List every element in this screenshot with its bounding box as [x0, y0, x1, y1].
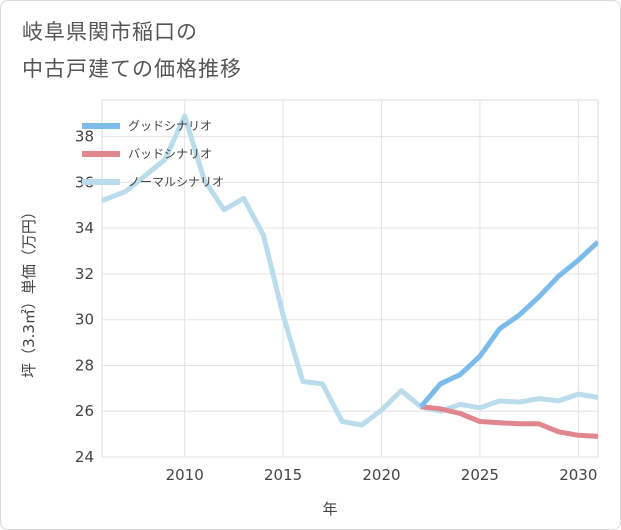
- x-tick-label: 2010: [166, 466, 204, 484]
- chart-title-line-1: 岐阜県関市稲口の: [22, 20, 198, 44]
- x-axis-label: 年: [322, 500, 337, 518]
- y-tick-label: 26: [75, 402, 94, 420]
- x-tick-label: 2025: [461, 466, 499, 484]
- series-line-0: [419, 240, 598, 409]
- grid: [102, 100, 598, 458]
- x-tick-label: 2015: [264, 466, 302, 484]
- y-tick-label: 28: [75, 356, 94, 374]
- y-tick-label: 34: [75, 219, 94, 237]
- series-line-2: [102, 113, 598, 428]
- x-tick-label: 2030: [559, 466, 597, 484]
- y-tick-label: 32: [75, 265, 94, 283]
- axis-ticks: 201020152020202520302426283032343638: [75, 128, 598, 484]
- series-line-1: [420, 404, 598, 439]
- y-tick-label: 38: [75, 128, 94, 146]
- y-axis-label: 坪（3.3㎡）単価（万円）: [20, 204, 38, 378]
- legend-label: グッドシナリオ: [128, 119, 212, 133]
- y-tick-label: 24: [75, 448, 94, 466]
- series-lines: [102, 113, 598, 439]
- chart-title-line-2: 中古戸建ての価格推移: [22, 57, 242, 81]
- x-tick-label: 2020: [362, 466, 400, 484]
- legend-label: バッドシナリオ: [128, 147, 212, 161]
- legend-label: ノーマルシナリオ: [128, 175, 224, 189]
- chart-title: 岐阜県関市稲口の 中古戸建ての価格推移: [22, 14, 242, 88]
- y-tick-label: 30: [75, 311, 94, 329]
